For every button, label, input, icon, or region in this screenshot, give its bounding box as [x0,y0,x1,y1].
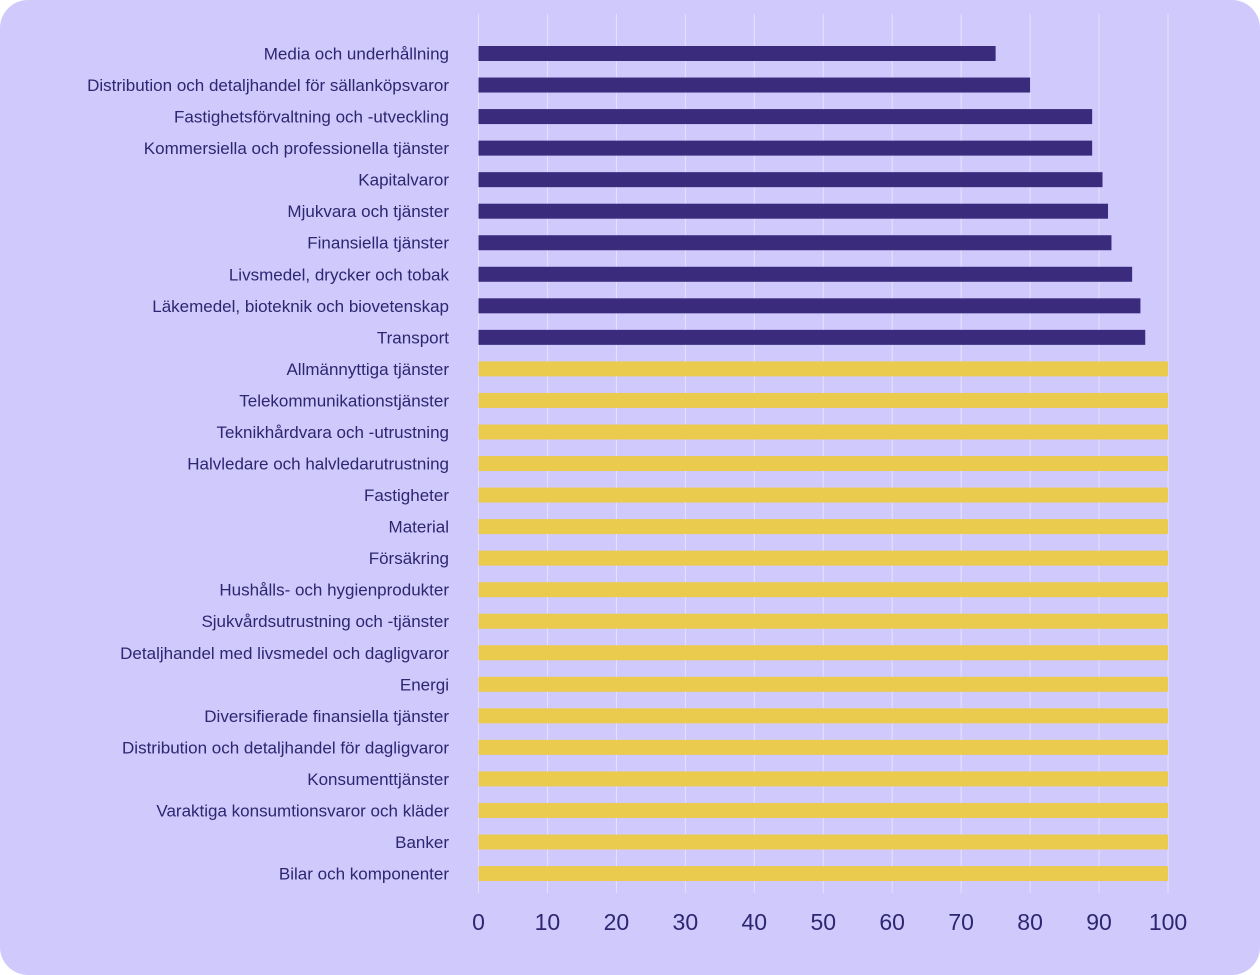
bar [478,866,1168,882]
category-label: Kommersiella och professionella tjänster [144,139,450,158]
category-label: Fastigheter [364,486,449,505]
bar [478,739,1168,755]
x-tick-labels: 0 10 20 30 40 50 60 70 80 90 100 [472,909,1187,935]
bar [478,235,1112,251]
category-label: Konsumenttjänster [307,770,449,789]
bar [478,329,1146,345]
bar [478,771,1168,787]
bar [478,708,1168,724]
category-label: Detaljhandel med livsmedel och dagligvar… [120,644,449,663]
x-tick-label: 0 [472,909,485,935]
x-tick-label: 60 [879,909,905,935]
bar [478,203,1109,219]
bar [478,834,1168,850]
category-label: Läkemedel, bioteknik och biovetenskap [152,297,449,316]
bar [478,392,1168,408]
bar [478,140,1093,156]
bar [478,46,996,61]
bar [478,424,1168,440]
bar [478,266,1133,282]
bar [478,550,1168,566]
bar [478,519,1168,535]
category-label: Material [389,518,449,537]
category-label: Teknikhårdvara och -utrustning [217,423,449,442]
category-label: Diversifierade finansiella tjänster [204,707,449,726]
category-label: Media och underhållning [264,45,449,64]
category-label: Banker [395,833,449,852]
category-label: Mjukvara och tjänster [287,202,449,221]
bar [478,77,1031,93]
x-tick-label: 10 [535,909,561,935]
x-tick-label: 100 [1149,909,1187,935]
category-label: Halvledare och halvledarutrustning [187,455,449,474]
bar [478,613,1168,629]
bar [478,172,1103,188]
bar [478,109,1093,125]
category-labels: Media och underhållning Distribution och … [87,45,449,884]
bar [478,582,1168,598]
category-label: Fastighetsförvaltning och -utveckling [174,108,449,127]
bar [478,645,1168,661]
x-tick-label: 90 [1086,909,1112,935]
bars [478,46,1168,882]
bar [478,802,1168,818]
category-label: Sjukvårdsutrustning och -tjänster [201,612,449,631]
category-label: Finansiella tjänster [307,234,449,253]
category-label: Kapitalvaror [358,171,449,190]
x-tick-label: 80 [1017,909,1043,935]
bar [478,676,1168,692]
x-tick-label: 20 [604,909,630,935]
category-label: Varaktiga konsumtionsvaror och kläder [156,801,449,820]
x-tick-label: 70 [948,909,974,935]
category-label: Transport [377,328,449,347]
bar [478,361,1168,377]
category-label: Hushålls- och hygienprodukter [219,581,449,600]
category-label: Livsmedel, drycker och tobak [229,265,450,284]
x-tick-label: 50 [810,909,836,935]
bar [478,298,1141,314]
category-label: Energi [400,675,449,694]
category-label: Distribution och detaljhandel för daglig… [122,738,449,757]
bar [478,456,1168,472]
category-label: Distribution och detaljhandel för sällan… [87,76,449,95]
category-label: Allmännyttiga tjänster [286,360,449,379]
bar [478,487,1168,503]
category-label: Telekommunikationstjänster [239,391,449,410]
x-tick-label: 30 [673,909,699,935]
category-label: Försäkring [369,549,449,568]
category-label: Bilar och komponenter [279,865,449,884]
x-tick-label: 40 [742,909,768,935]
